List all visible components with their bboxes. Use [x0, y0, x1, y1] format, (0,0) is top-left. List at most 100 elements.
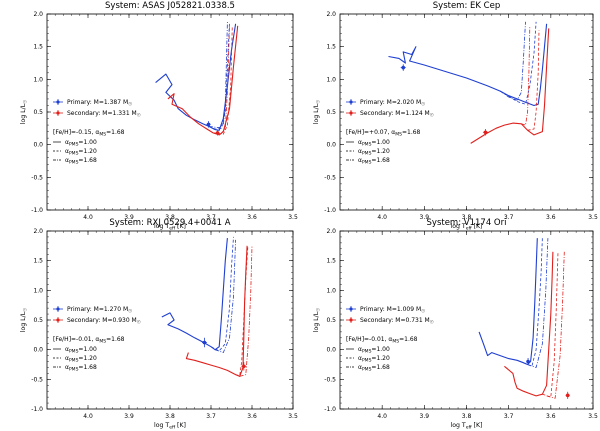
legend-secondary-label: Secondary: M=1.331 M☉ [67, 110, 141, 119]
y-tick-label: 2.0 [326, 228, 336, 235]
y-tick-label: 1.5 [326, 258, 336, 265]
panel-title: System: ASAS J052821.0338.5 [105, 1, 235, 11]
x-tick-label: 3.9 [420, 413, 430, 420]
y-tick-label: -1.0 [31, 406, 43, 413]
track-secondary-dashdot [213, 25, 230, 135]
y-tick-label: 1.0 [33, 287, 43, 294]
track-primary-solid [388, 23, 548, 107]
y-tick-label: -0.5 [324, 174, 336, 181]
legend-secondary-marker [56, 318, 60, 322]
legend-alpha-label: αPMS=1.20 [358, 355, 390, 364]
x-tick-label: 3.5 [288, 214, 298, 221]
legend-metallicity: [Fe/H]=+0.07, αMS=1.68 [346, 129, 421, 138]
y-tick-label: 0.0 [33, 347, 43, 354]
panel-4: System: V1174 Ori 4.0 3.9 3.8 3.7 3.6 3.5 -1.0 -… [313, 218, 598, 431]
y-tick-label: 0.5 [33, 109, 43, 116]
y-tick-label: -1.0 [324, 207, 336, 214]
x-tick-label: 3.8 [165, 413, 175, 420]
track-secondary-solid [167, 25, 239, 136]
x-tick-label: 3.5 [588, 214, 598, 221]
legend-alpha-label: αPMS=1.20 [65, 355, 97, 364]
legend-alpha-label: αPMS=1.20 [65, 148, 97, 157]
x-axis-label: log Teff [K] [451, 223, 483, 232]
primary-star-point [206, 122, 211, 127]
legend: Primary: M=1.387 M☉ Secondary: M=1.331 M☉… [53, 99, 141, 166]
x-tick-label: 3.7 [504, 214, 514, 221]
track-secondary-dashdot [521, 27, 531, 126]
x-tick-label: 3.7 [206, 413, 216, 420]
track-primary-solid [478, 238, 538, 366]
y-tick-label: 1.0 [326, 287, 336, 294]
y-tick-label: 1.0 [33, 76, 43, 83]
legend: Primary: M=1.009 M☉ Secondary: M=0.731 M☉… [346, 306, 434, 373]
x-tick-label: 3.9 [420, 214, 430, 221]
legend-metallicity: [Fe/H]=-0.15, αMS=1.68 [53, 129, 125, 138]
legend-alpha-label: αPMS=1.68 [358, 364, 390, 373]
legend-alpha-label: αPMS=1.68 [65, 157, 97, 166]
primary-star-point [401, 65, 406, 70]
x-tick-label: 3.6 [546, 214, 556, 221]
legend-primary-label: Primary: M=2.020 M☉ [360, 99, 425, 108]
secondary-star-point [483, 130, 488, 135]
y-tick-label: 1.5 [326, 44, 336, 51]
x-axis-label: log Teff [K] [451, 422, 483, 431]
x-tick-label: 4.0 [83, 214, 93, 221]
track-primary-dashdot [527, 238, 549, 368]
legend-primary-marker [56, 100, 60, 104]
legend-primary-label: Primary: M=1.009 M☉ [360, 306, 425, 315]
track-secondary-dashed [235, 245, 249, 377]
x-axis-label: log Teff [K] [154, 422, 186, 431]
y-tick-label: 2.0 [326, 11, 336, 18]
x-tick-label: 3.9 [124, 214, 134, 221]
legend: Primary: M=2.020 M☉ Secondary: M=1.124 M☉… [346, 99, 434, 166]
track-primary-dashed [523, 236, 543, 367]
legend-alpha-label: αPMS=1.00 [65, 346, 97, 355]
track-primary-dashdot [214, 239, 236, 354]
y-tick-label: -0.5 [31, 174, 43, 181]
y-tick-label: 0.5 [326, 109, 336, 116]
legend-alpha-label: αPMS=1.00 [358, 139, 390, 148]
secondary-star-point [215, 131, 220, 135]
y-tick-label: 1.0 [326, 76, 336, 83]
legend-alpha-label: αPMS=1.00 [358, 346, 390, 355]
x-tick-label: 3.6 [247, 413, 257, 420]
legend-primary-marker [349, 307, 353, 311]
x-tick-label: 3.5 [288, 413, 298, 420]
legend-secondary-label: Secondary: M=1.124 M☉ [360, 110, 434, 119]
track-primary-solid [161, 238, 228, 351]
y-tick-label: 1.5 [33, 44, 43, 51]
y-axis-label: log L/L☉ [313, 100, 322, 124]
legend-alpha-label: αPMS=1.20 [358, 148, 390, 157]
tracks [155, 21, 239, 136]
x-tick-label: 4.0 [377, 413, 387, 420]
legend-primary-marker [349, 100, 353, 104]
y-tick-label: 1.5 [33, 258, 43, 265]
panel-2: System: EK Cep 4.0 3.9 3.8 3.7 3.6 3.5 -1.0 -0.5… [313, 1, 598, 232]
track-secondary-dashdot [546, 251, 565, 399]
y-tick-label: -1.0 [31, 207, 43, 214]
x-tick-label: 4.0 [83, 413, 93, 420]
track-secondary-solid [470, 28, 550, 144]
x-tick-label: 3.6 [546, 413, 556, 420]
legend-secondary-marker [56, 111, 60, 115]
y-tick-label: -1.0 [324, 406, 336, 413]
legend: Primary: M=1.270 M☉ Secondary: M=0.930 M☉… [53, 306, 141, 373]
y-axis-label: log L/L☉ [20, 100, 29, 124]
legend-alpha-label: αPMS=1.68 [358, 157, 390, 166]
y-tick-label: 0.0 [326, 142, 336, 149]
panel-3: System: RXJ 0529.4+0041 A 4.0 3.9 3.8 3.7 3.6… [20, 218, 298, 431]
secondary-star-point [565, 393, 570, 398]
track-secondary-solid [185, 245, 248, 377]
y-tick-label: -0.5 [31, 376, 43, 383]
y-tick-label: 2.0 [33, 11, 43, 18]
x-tick-label: 3.7 [504, 413, 514, 420]
legend-primary-label: Primary: M=1.387 M☉ [67, 99, 132, 108]
x-axis-label: log Teff [K] [154, 223, 186, 232]
legend-primary-label: Primary: M=1.270 M☉ [67, 306, 132, 315]
legend-metallicity: [Fe/H]=-0.01, αMS=1.68 [53, 336, 125, 345]
x-tick-label: 4.0 [377, 214, 387, 221]
track-primary-dashed [208, 21, 230, 130]
primary-star-point [202, 340, 207, 345]
legend-alpha-label: αPMS=1.68 [65, 364, 97, 373]
